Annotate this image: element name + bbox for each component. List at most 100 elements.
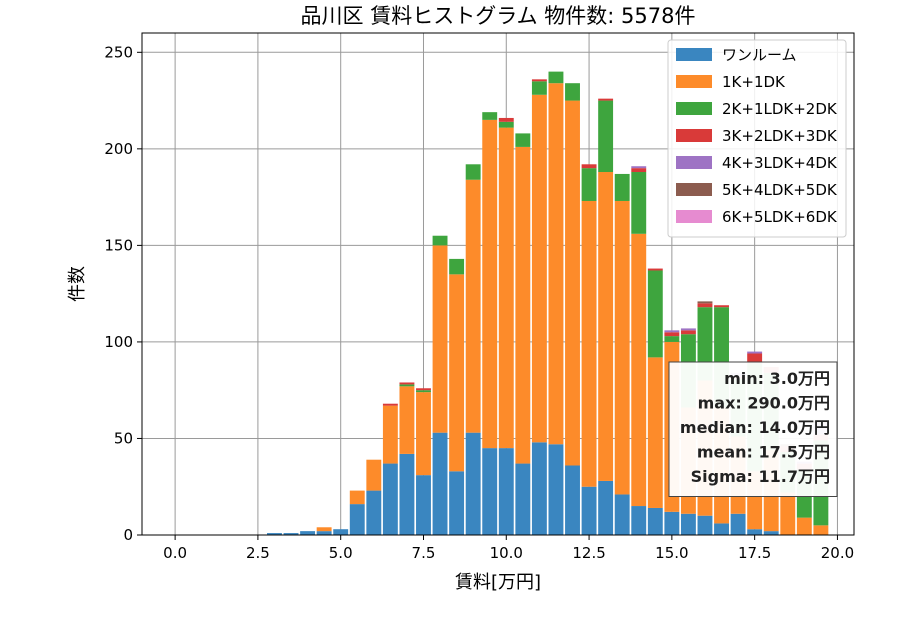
bar-series-0 (548, 444, 564, 535)
x-tick-label: 2.5 (246, 544, 270, 562)
bar-series-1 (581, 200, 597, 487)
bar-series-2 (664, 336, 680, 342)
bar-series-0 (631, 506, 647, 535)
bar-series-3 (382, 403, 398, 406)
bar-series-3 (631, 168, 647, 173)
bar-series-2 (416, 390, 431, 393)
bar-series-0 (747, 529, 763, 535)
bar-series-3 (697, 303, 713, 308)
y-tick-label: 100 (104, 333, 133, 351)
bar-series-2 (647, 270, 663, 358)
bar-series-1 (316, 527, 332, 532)
legend-swatch (676, 156, 712, 169)
bar-series-0 (283, 533, 299, 535)
plot-frame (141, 32, 855, 536)
bar-series-0 (697, 515, 713, 535)
y-tick-label: 150 (104, 236, 133, 254)
bar-series-2 (565, 83, 580, 101)
bar-series-2 (432, 235, 448, 246)
bar-series-3 (399, 382, 415, 385)
bar-series-0 (680, 513, 696, 535)
bar-series-1 (631, 233, 647, 507)
bar-series-1 (548, 83, 564, 445)
chart-title: 品川区 賃料ヒストグラム 物件数: 5578件 (301, 4, 696, 28)
bar-series-2 (531, 81, 547, 95)
bar-series-0 (382, 463, 398, 535)
bar-series-2 (548, 71, 564, 84)
bar-series-0 (399, 453, 415, 535)
bar-series-0 (349, 504, 365, 535)
bar-series-3 (581, 164, 597, 169)
bar-series-0 (416, 475, 431, 535)
bar-series-2 (449, 258, 465, 275)
bar-series-4 (664, 330, 680, 333)
bar-series-2 (581, 168, 597, 201)
x-tick-label: 7.5 (412, 544, 436, 562)
x-axis-ticks: 0.0 2.5 5.0 7.5 10.0 12.5 15.0 17.5 20.0 (163, 535, 854, 562)
y-axis-label: 件数 (67, 266, 88, 302)
bar-series-1 (565, 100, 580, 466)
bar-series-2 (465, 164, 481, 180)
bar-series-1 (399, 386, 415, 454)
bar-series-0 (647, 507, 663, 535)
bar-series-2 (482, 112, 498, 120)
legend-box (667, 39, 847, 238)
bar-series-1 (416, 392, 431, 476)
legend-label: ワンルーム (722, 46, 797, 64)
bar-series-3 (531, 79, 547, 82)
bar-series-1 (482, 119, 498, 449)
bar-series-0 (366, 490, 382, 535)
bar-series-0 (333, 529, 349, 535)
legend-label: 4K+3LDK+4DK (722, 154, 838, 172)
bar-series-4 (747, 351, 763, 354)
bar-series-1 (598, 172, 614, 481)
bar-series-1 (515, 146, 531, 464)
bar-series-0 (482, 448, 498, 535)
bar-series-0 (267, 533, 282, 535)
stats-line: median: 14.0万円 (680, 418, 830, 437)
bar-series-3 (416, 388, 431, 391)
bars-group (267, 71, 829, 535)
y-tick-label: 0 (123, 526, 133, 544)
bar-series-2 (631, 172, 647, 234)
bar-series-0 (763, 531, 779, 535)
bar-series-0 (730, 513, 746, 535)
bar-series-1 (498, 127, 514, 449)
bar-series-3 (664, 332, 680, 337)
bar-series-4 (631, 166, 647, 169)
bar-series-0 (614, 494, 630, 535)
y-axis-ticks: 0 50 100 150 200 250 (104, 43, 142, 544)
stats-line: max: 290.0万円 (698, 394, 830, 413)
bar-series-0 (531, 442, 547, 535)
x-tick-label: 5.0 (329, 544, 353, 562)
legend-label: 2K+1LDK+2DK (722, 100, 838, 118)
bar-series-2 (498, 121, 514, 128)
bar-series-1 (780, 492, 796, 535)
bar-series-0 (565, 465, 580, 535)
legend-swatch (676, 48, 712, 61)
legend-swatch (676, 102, 712, 115)
bar-series-1 (813, 525, 829, 535)
bar-series-0 (581, 486, 597, 535)
bar-series-2 (614, 173, 630, 201)
bar-series-1 (614, 200, 630, 495)
bar-series-1 (366, 459, 382, 491)
x-tick-label: 10.0 (490, 544, 523, 562)
stats-box: min: 3.0万円 max: 290.0万円 median: 14.0万円 mean… (668, 361, 838, 497)
stats-line: min: 3.0万円 (724, 369, 830, 388)
bar-series-3 (498, 117, 514, 122)
bar-series-5 (697, 301, 713, 304)
y-tick-label: 200 (104, 140, 133, 158)
x-tick-label: 15.0 (655, 544, 688, 562)
x-axis-label: 賃料[万円] (455, 572, 541, 593)
bar-series-0 (432, 432, 448, 535)
x-tick-label: 20.0 (821, 544, 854, 562)
x-tick-label: 17.5 (738, 544, 771, 562)
bar-series-0 (300, 531, 316, 535)
legend: ワンルーム 1K+1DK 2K+1LDK+2DK 3K+2LDK+3DK 4K+3LDK… (667, 39, 847, 238)
bar-series-1 (432, 245, 448, 433)
legend-label: 3K+2LDK+3DK (722, 127, 838, 145)
bar-series-0 (498, 448, 514, 535)
stats-box-frame (668, 361, 838, 497)
